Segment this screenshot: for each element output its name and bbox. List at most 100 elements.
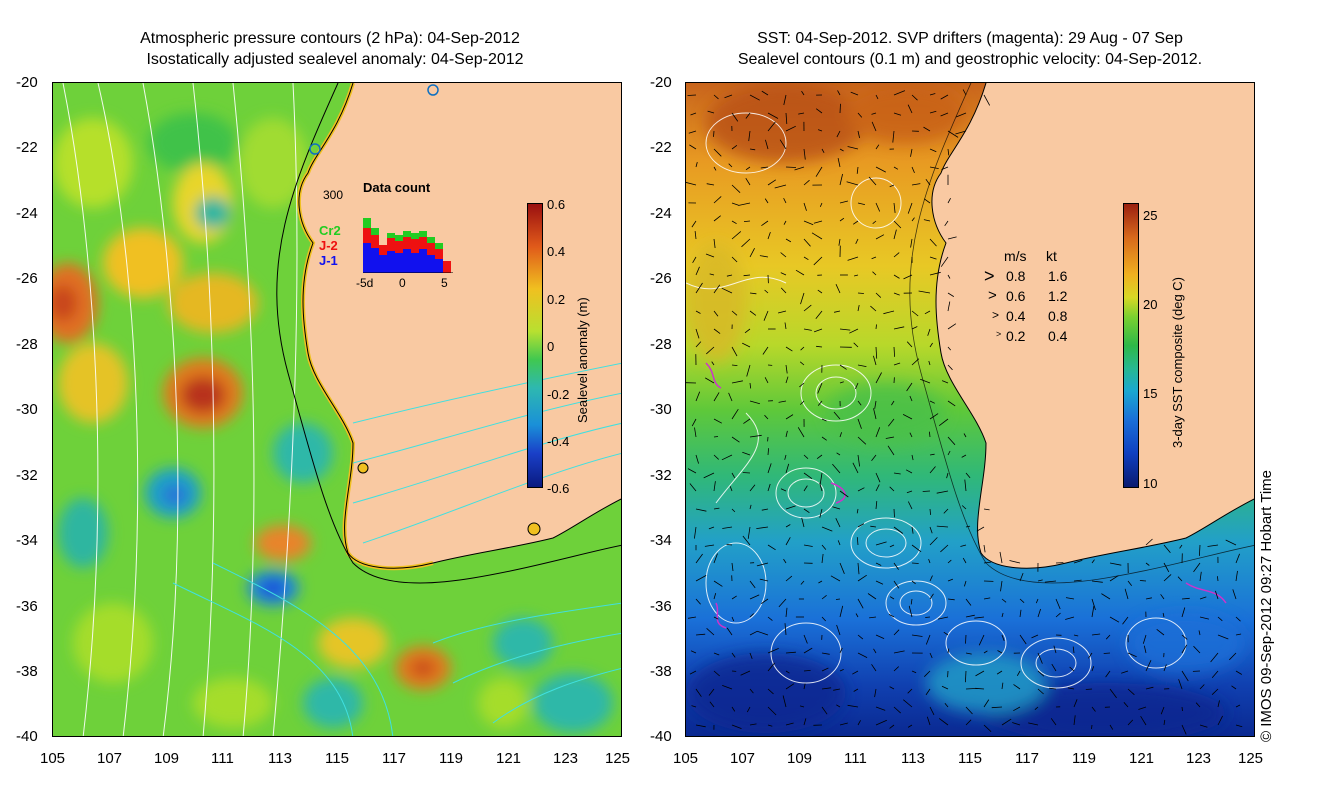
velocity-arrow	[847, 256, 859, 261]
velocity-arrow	[706, 628, 715, 636]
sst-colorbar	[1123, 203, 1139, 488]
velocity-arrow	[906, 341, 913, 348]
velocity-arrow	[938, 418, 949, 427]
lon-tick-label: 105	[673, 750, 699, 767]
velocity-arrow	[821, 616, 826, 622]
velocity-arrow	[875, 719, 887, 726]
velocity-arrow	[694, 526, 697, 539]
velocity-arrow	[1199, 571, 1202, 582]
velocity-arrow	[785, 166, 797, 168]
velocity-arrow	[691, 418, 697, 427]
velocity-arrow	[924, 310, 931, 315]
velocity-arrow	[1217, 715, 1223, 726]
velocity-arrow	[759, 255, 769, 258]
velocity-arrow	[1088, 652, 1093, 659]
velocity-arrow	[694, 427, 697, 438]
velocity-arrow	[911, 544, 922, 553]
velocity-arrow	[947, 346, 952, 351]
lon-tick-label: 121	[496, 750, 522, 767]
velocity-arrow	[713, 238, 716, 249]
velocity-arrow	[963, 433, 967, 438]
colorbar-tick-label: 0.4	[547, 244, 566, 259]
velocity-arrow	[836, 704, 841, 708]
velocity-arrow	[836, 452, 841, 456]
lon-tick-label: 109	[787, 750, 813, 767]
lon-tick-label: 107	[730, 750, 756, 767]
velocity-arrow	[746, 706, 751, 713]
velocity-arrow	[940, 544, 949, 553]
velocity-arrow	[1217, 576, 1219, 582]
velocity-arrow	[780, 252, 787, 258]
velocity-arrow	[749, 652, 753, 659]
lat-tick-label: -28	[16, 336, 38, 353]
velocity-arrow	[731, 616, 735, 622]
velocity-arrow	[889, 184, 895, 188]
lat-tick-label: -30	[16, 401, 38, 418]
velocity-arrow	[929, 466, 936, 474]
velocity-arrow	[746, 364, 751, 377]
velocity-arrow	[857, 400, 862, 406]
velocity-arrow	[713, 148, 722, 157]
velocity-arrow	[1199, 724, 1208, 728]
velocity-arrow	[910, 148, 913, 157]
velocity-arrow	[1065, 597, 1075, 600]
velocity-arrow	[911, 634, 923, 637]
velocity-arrow	[1019, 634, 1027, 645]
velocity-arrow	[839, 722, 848, 726]
velocity-arrow	[1035, 598, 1039, 604]
velocity-arrow	[872, 220, 877, 225]
velocity-arrow	[761, 220, 769, 227]
velocity-arrow	[965, 525, 971, 528]
velocity-arrow	[783, 220, 787, 225]
velocity-arrow	[929, 342, 933, 348]
velocity-arrow	[749, 434, 762, 438]
velocity-arrow	[731, 562, 734, 572]
velocity-arrow	[983, 597, 991, 600]
velocity-arrow	[839, 328, 851, 331]
velocity-arrow	[813, 256, 823, 266]
velocity-arrow	[745, 166, 751, 171]
velocity-arrow	[907, 104, 913, 114]
velocity-arrow	[767, 724, 773, 727]
velocity-arrow	[763, 310, 769, 321]
velocity-arrow	[857, 634, 864, 640]
velocity-arrow	[983, 561, 991, 564]
velocity-arrow	[726, 627, 733, 636]
velocity-arrow	[940, 256, 949, 267]
velocity-arrow	[743, 274, 751, 277]
velocity-arrow	[1181, 607, 1186, 618]
velocity-arrow	[857, 598, 864, 609]
colorbar-tick-label: 0.2	[547, 292, 566, 307]
velocity-arrow	[911, 94, 918, 101]
velocity-arrow	[695, 724, 706, 728]
velocity-arrow	[893, 292, 900, 296]
velocity-arrow	[911, 183, 921, 186]
velocity-arrow	[893, 229, 897, 240]
velocity-arrow	[1001, 634, 1005, 642]
velocity-arrow	[740, 670, 751, 676]
velocity-arrow	[965, 614, 975, 618]
velocity-arrow	[794, 166, 805, 171]
velocity-arrow	[850, 91, 859, 96]
velocity-arrow	[1069, 666, 1075, 672]
velocity-arrow	[756, 526, 769, 529]
lon-tick-label: 119	[439, 750, 463, 767]
velocity-arrow	[1065, 616, 1075, 620]
velocity-arrow	[1195, 702, 1201, 708]
velocity-arrow	[892, 130, 895, 143]
velocity-arrow	[903, 274, 913, 280]
lat-tick-label: -28	[650, 336, 672, 353]
velocity-arrow	[837, 158, 841, 168]
velocity-arrow	[857, 436, 867, 445]
velocity-arrow	[911, 166, 915, 174]
velocity-arrow	[731, 346, 738, 357]
velocity-arrow	[834, 310, 841, 313]
velocity-arrow	[875, 346, 878, 359]
velocity-arrow	[1193, 645, 1201, 654]
velocity-arrow	[687, 468, 697, 474]
velocity-arrow	[1235, 633, 1242, 636]
velocity-arrow	[835, 284, 841, 294]
velocity-arrow	[852, 462, 859, 474]
lon-tick-label: 105	[40, 750, 66, 767]
velocity-arrow	[875, 144, 880, 150]
